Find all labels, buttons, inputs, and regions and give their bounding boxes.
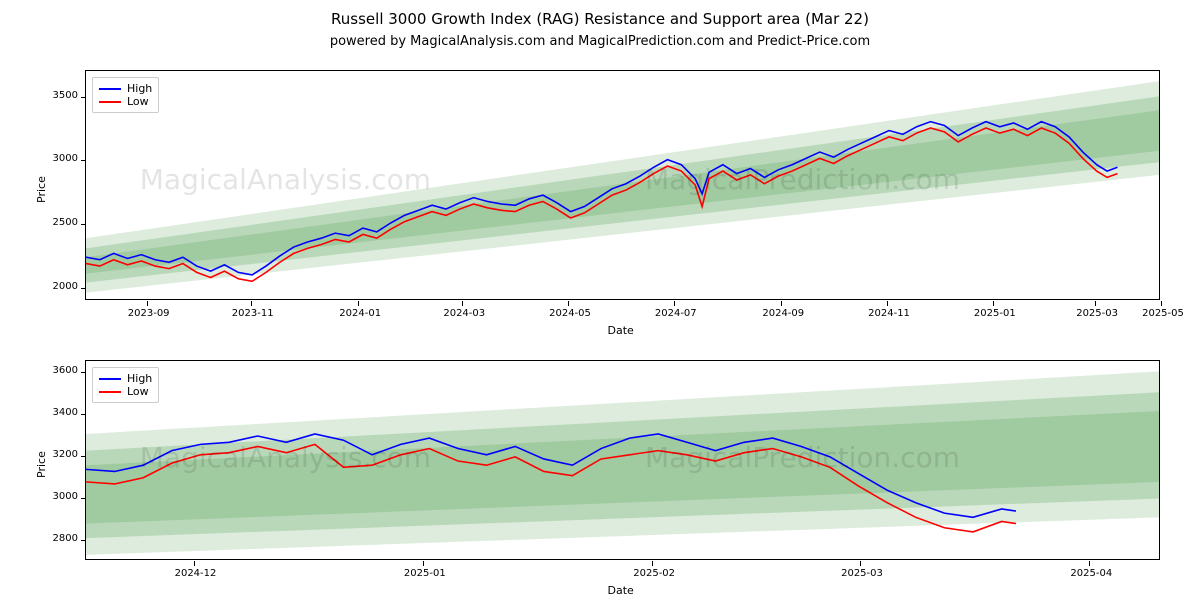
legend-swatch-high	[99, 378, 121, 380]
legend-item-low: Low	[99, 385, 152, 398]
xtick-label: 2024-01	[330, 308, 390, 319]
xtick-label: 2024-12	[166, 568, 226, 579]
bottom-chart-plot-area: MagicalAnalysis.comMagicalPrediction.com	[86, 361, 1159, 559]
ytick-label: 2000	[30, 281, 78, 292]
ytick-label: 3000	[30, 491, 78, 502]
ytick-label: 2500	[30, 217, 78, 228]
ytick-label: 3600	[30, 365, 78, 376]
xtick-label: 2024-07	[646, 308, 706, 319]
xtick-label: 2024-03	[434, 308, 494, 319]
figure: Russell 3000 Growth Index (RAG) Resistan…	[0, 0, 1200, 600]
xtick-label: 2024-09	[753, 308, 813, 319]
top-chart-legend: High Low	[92, 77, 159, 113]
bottom-chart-legend: High Low	[92, 367, 159, 403]
legend-item-high: High	[99, 82, 152, 95]
bottom-chart-xlabel: Date	[608, 584, 634, 597]
chart-title: Russell 3000 Growth Index (RAG) Resistan…	[0, 10, 1200, 28]
xtick-label: 2025-01	[965, 308, 1025, 319]
xtick-label: 2025-03	[1067, 308, 1127, 319]
xtick-label: 2024-05	[540, 308, 600, 319]
ytick-label: 3400	[30, 407, 78, 418]
xtick-label: 2024-11	[859, 308, 919, 319]
legend-item-low: Low	[99, 95, 152, 108]
xtick-label: 2023-09	[119, 308, 179, 319]
legend-swatch-low	[99, 391, 121, 393]
top-chart-ylabel: Price	[35, 176, 48, 203]
top-chart-xlabel: Date	[608, 324, 634, 337]
bottom-chart: MagicalAnalysis.comMagicalPrediction.com…	[85, 360, 1160, 560]
legend-label-low: Low	[127, 95, 149, 108]
ytick-label: 3000	[30, 153, 78, 164]
xtick-label: 2025-05	[1133, 308, 1193, 319]
bottom-chart-svg	[86, 361, 1159, 559]
legend-label-high: High	[127, 82, 152, 95]
xtick-label: 2025-04	[1061, 568, 1121, 579]
xtick-label: 2025-02	[624, 568, 684, 579]
xtick-label: 2025-01	[395, 568, 455, 579]
top-chart-svg	[86, 71, 1159, 299]
legend-item-high: High	[99, 372, 152, 385]
ytick-label: 3500	[30, 90, 78, 101]
legend-swatch-low	[99, 101, 121, 103]
legend-swatch-high	[99, 88, 121, 90]
ytick-label: 2800	[30, 533, 78, 544]
legend-label-high: High	[127, 372, 152, 385]
top-chart: MagicalAnalysis.comMagicalPrediction.com…	[85, 70, 1160, 300]
bottom-chart-ylabel: Price	[35, 451, 48, 478]
xtick-label: 2025-03	[832, 568, 892, 579]
top-chart-plot-area: MagicalAnalysis.comMagicalPrediction.com	[86, 71, 1159, 299]
chart-subtitle: powered by MagicalAnalysis.com and Magic…	[0, 34, 1200, 49]
xtick-label: 2023-11	[223, 308, 283, 319]
legend-label-low: Low	[127, 385, 149, 398]
